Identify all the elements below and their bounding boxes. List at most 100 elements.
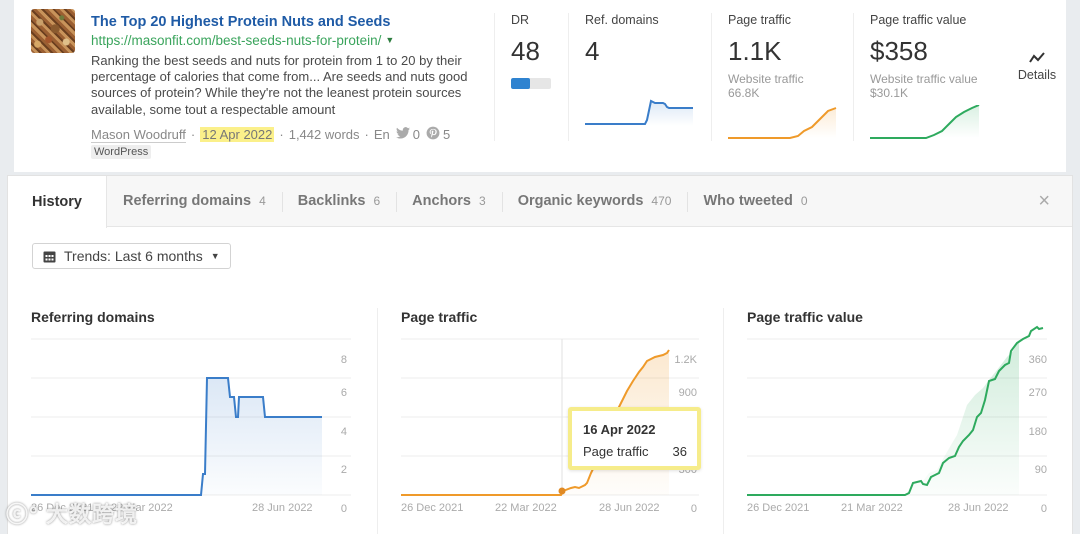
chart-title: Referring domains <box>31 309 155 325</box>
svg-text:1.2K: 1.2K <box>674 354 697 366</box>
result-card: The Top 20 Highest Protein Nuts and Seed… <box>14 0 1066 172</box>
twitter-count: 0 <box>412 127 421 142</box>
svg-text:360: 360 <box>1029 354 1047 366</box>
platform-badge: WordPress <box>91 145 152 159</box>
pinterest-count: 5 <box>443 127 451 142</box>
page-traffic-label: Page traffic <box>728 13 792 27</box>
separator: · <box>279 127 284 142</box>
history-panel: History Referring domains 4 Backlinks 6 An… <box>7 175 1073 534</box>
pinterest-icon <box>426 126 440 143</box>
svg-text:180: 180 <box>1029 426 1047 438</box>
tab-count: 3 <box>479 194 486 208</box>
result-url-link[interactable]: https://masonfit.com/best-seeds-nuts-for… <box>91 33 382 48</box>
metric-page-traffic-value[interactable]: Page traffic value $358 Website traffic … <box>853 13 995 141</box>
tab-label: Referring domains <box>122 193 252 209</box>
page-traffic-value-chart-plot[interactable]: 360 270 180 90 0 26 Dec 2021 21 Mar 2022… <box>747 295 1057 525</box>
ref-domains-sparkline <box>585 99 693 126</box>
svg-text:0: 0 <box>1041 503 1047 515</box>
chevron-down-icon: ▼ <box>210 251 220 261</box>
website-traffic-value: 66.8K <box>728 86 760 100</box>
publish-date: 12 Apr 2022 <box>200 127 275 142</box>
watermark: ⓒ° 大数跨境 <box>6 497 138 529</box>
result-snippet: Ranking the best seeds and nuts for prot… <box>91 53 468 117</box>
svg-text:21 Mar 2022: 21 Mar 2022 <box>841 502 903 514</box>
url-dropdown-caret-icon[interactable]: ▼ <box>385 35 395 45</box>
metric-dr: DR 48 <box>494 13 584 141</box>
referring-domains-chart-plot[interactable]: 8 6 4 2 0 26 Dec 2021 22 Mar 2022 28 Jun… <box>31 295 361 525</box>
tab-label: Anchors <box>412 193 471 209</box>
result-thumbnail[interactable] <box>31 9 75 53</box>
tab-organic-keywords[interactable]: Organic keywords 470 <box>501 176 688 227</box>
trends-label: Trends: Last 6 months <box>64 248 203 264</box>
chart-divider <box>377 308 378 534</box>
trends-dropdown[interactable]: Trends: Last 6 months ▼ <box>32 243 231 269</box>
page-traffic-value-label: Page traffic value <box>870 13 967 27</box>
tab-history[interactable]: History <box>8 175 107 228</box>
author-link[interactable]: Mason Woodruff <box>91 126 186 143</box>
metric-ref-domains[interactable]: Ref. domains 4 <box>568 13 710 141</box>
website-traffic-value: Website traffic value $30.1K <box>870 72 978 100</box>
chart-page-traffic-value: Page traffic value 360 270 180 90 0 26 D… <box>747 295 1057 534</box>
svg-text:90: 90 <box>1035 464 1047 476</box>
trend-chart-icon <box>1029 52 1045 63</box>
svg-text:26 Dec 2021: 26 Dec 2021 <box>31 502 93 514</box>
chart-divider <box>723 308 724 534</box>
separator: · <box>364 127 369 142</box>
chart-referring-domains: Referring domains 8 6 4 2 0 26 Dec 2021 … <box>31 295 361 534</box>
svg-text:28 Jun 2022: 28 Jun 2022 <box>252 502 313 514</box>
svg-text:28 Jun 2022: 28 Jun 2022 <box>599 502 660 514</box>
svg-text:4: 4 <box>341 426 347 438</box>
chart-tooltip: 16 Apr 2022 Page traffic 36 <box>568 407 701 470</box>
svg-text:0: 0 <box>691 503 697 515</box>
svg-text:2: 2 <box>341 464 347 476</box>
tab-label: Backlinks <box>297 193 366 209</box>
result-url[interactable]: https://masonfit.com/best-seeds-nuts-for… <box>91 33 394 48</box>
page-traffic-value-sparkline <box>870 105 980 139</box>
chart-title: Page traffic value <box>747 309 863 325</box>
page-traffic-sparkline <box>728 107 837 139</box>
separator: · <box>190 127 196 142</box>
tab-who-tweeted[interactable]: Who tweeted 0 <box>687 176 823 227</box>
calendar-icon <box>43 251 56 262</box>
tab-referring-domains[interactable]: Referring domains 4 <box>107 176 282 227</box>
svg-text:26 Dec 2021: 26 Dec 2021 <box>401 502 463 514</box>
svg-text:6: 6 <box>341 387 347 399</box>
word-count: 1,442 words <box>288 127 360 142</box>
close-icon[interactable]: × <box>1038 190 1050 212</box>
website-traffic-value-label: Website traffic value <box>870 72 978 86</box>
tooltip-label: Page traffic <box>583 444 649 459</box>
dr-value: 48 <box>511 36 540 66</box>
dr-progress-bar <box>511 78 551 89</box>
tooltip-value: 36 <box>672 444 687 459</box>
watermark-logo-icon: ⓒ° <box>6 502 39 527</box>
tab-bar: History Referring domains 4 Backlinks 6 An… <box>8 175 1072 228</box>
ref-domains-value: 4 <box>585 36 600 66</box>
website-traffic: Website traffic 66.8K <box>728 72 804 100</box>
metric-page-traffic[interactable]: Page traffic 1.1K Website traffic 66.8K <box>711 13 853 141</box>
website-traffic-label: Website traffic <box>728 72 804 86</box>
result-title-link[interactable]: The Top 20 Highest Protein Nuts and Seed… <box>91 14 391 30</box>
website-traffic-value-amount: $30.1K <box>870 86 909 100</box>
tab-count: 6 <box>373 194 381 208</box>
chart-title: Page traffic <box>401 309 478 325</box>
tab-anchors[interactable]: Anchors 3 <box>396 176 502 227</box>
svg-text:8: 8 <box>341 354 347 366</box>
svg-text:22 Mar 2022: 22 Mar 2022 <box>111 502 173 514</box>
watermark-text: 大数跨境 <box>45 502 138 527</box>
svg-text:270: 270 <box>1029 387 1047 399</box>
svg-text:0: 0 <box>341 503 347 515</box>
details-label: Details <box>1017 68 1057 82</box>
twitter-icon <box>395 127 410 142</box>
svg-text:28 Jun 2022: 28 Jun 2022 <box>948 502 1009 514</box>
page-traffic-value: 1.1K <box>728 36 782 66</box>
tab-backlinks[interactable]: Backlinks 6 <box>281 176 396 227</box>
tooltip-date: 16 Apr 2022 <box>583 422 656 437</box>
tab-label: Who tweeted <box>703 193 793 209</box>
tab-count: 470 <box>651 194 672 208</box>
svg-text:22 Mar 2022: 22 Mar 2022 <box>495 502 557 514</box>
svg-text:26 Dec 2021: 26 Dec 2021 <box>747 502 809 514</box>
details-button[interactable]: Details <box>1012 52 1062 82</box>
page-traffic-value-value: $358 <box>870 36 928 66</box>
tab-label: History <box>32 193 82 210</box>
dr-progress-fill <box>511 78 531 89</box>
